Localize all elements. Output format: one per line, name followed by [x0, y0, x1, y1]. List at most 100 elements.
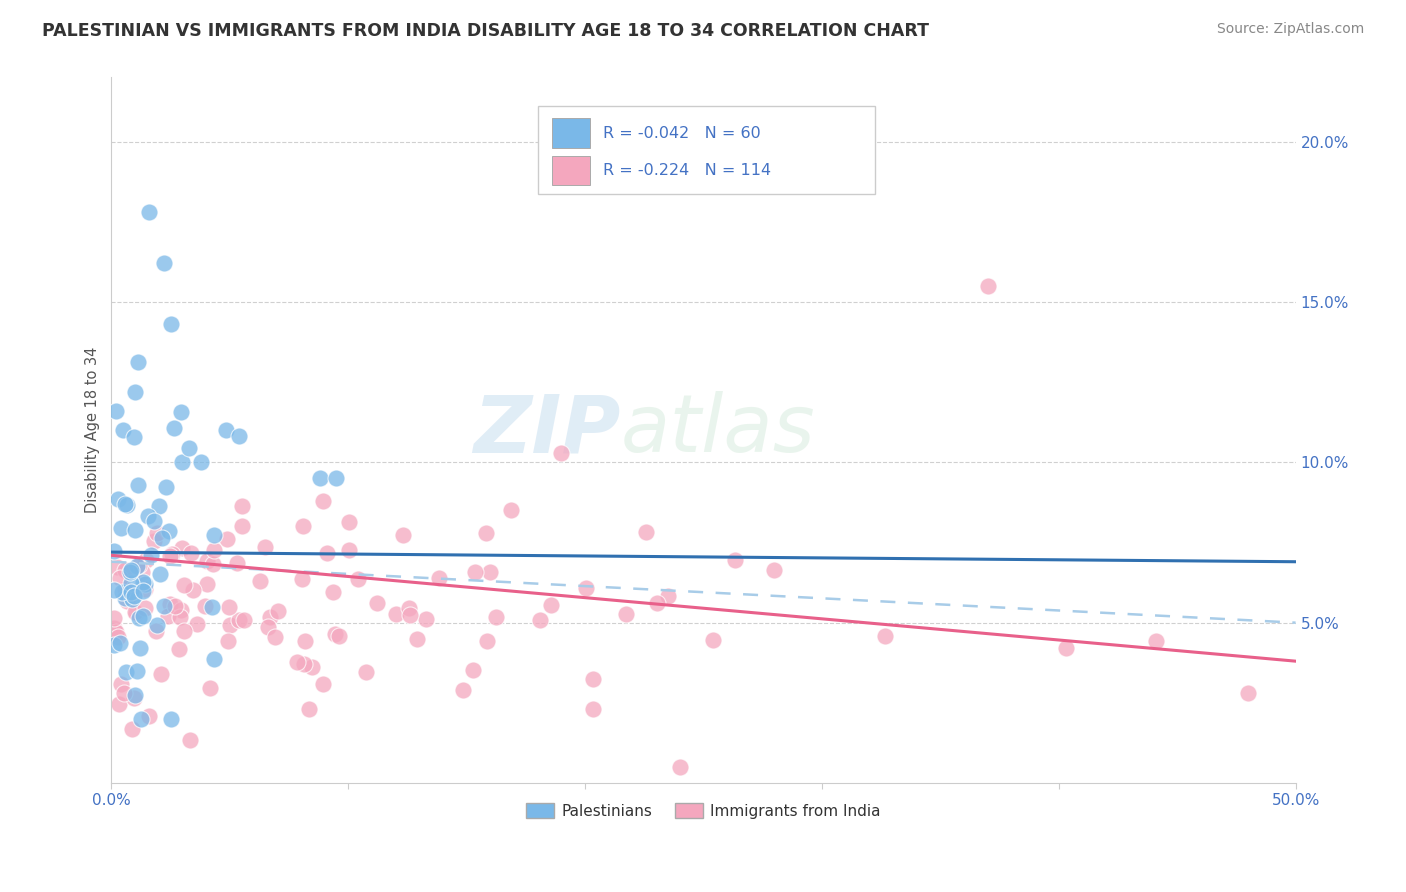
Point: [159, 318, 181, 332]
Point: [463, 663, 485, 677]
Point: [103, 620, 125, 634]
Point: [163, 420, 186, 434]
Point: [257, 620, 280, 634]
Point: [179, 732, 201, 747]
Point: [170, 405, 193, 419]
Point: [337, 543, 360, 558]
Point: [134, 582, 156, 596]
Point: [312, 677, 335, 691]
Point: [132, 583, 155, 598]
Text: R = -0.042   N = 60: R = -0.042 N = 60: [603, 126, 761, 141]
Point: [129, 712, 152, 726]
Point: [114, 582, 136, 597]
Point: [127, 477, 149, 491]
Point: [103, 583, 125, 598]
Point: [540, 599, 562, 613]
Point: [263, 630, 285, 644]
Point: [139, 548, 162, 562]
Point: [114, 497, 136, 511]
Point: [105, 625, 128, 640]
Point: [259, 609, 281, 624]
Point: [294, 633, 316, 648]
Point: [354, 665, 377, 680]
Point: [217, 634, 239, 648]
Point: [195, 576, 218, 591]
Point: [231, 499, 253, 513]
Point: [292, 657, 315, 672]
Point: [150, 531, 173, 545]
Point: [111, 585, 134, 599]
Point: [202, 528, 225, 542]
Point: [575, 581, 598, 595]
Point: [159, 549, 181, 563]
Point: [645, 596, 668, 610]
FancyBboxPatch shape: [537, 105, 875, 194]
Point: [115, 665, 138, 680]
Point: [215, 532, 238, 546]
Point: [325, 471, 347, 485]
Point: [702, 632, 724, 647]
Point: [451, 682, 474, 697]
Point: [132, 609, 155, 624]
Point: [724, 552, 747, 566]
Point: [316, 546, 339, 560]
Point: [194, 599, 217, 613]
Point: [128, 611, 150, 625]
Point: [485, 609, 508, 624]
Point: [167, 642, 190, 657]
Point: [145, 624, 167, 639]
Point: [122, 430, 145, 444]
Point: [103, 544, 125, 558]
Point: [228, 613, 250, 627]
Bar: [553, 156, 589, 186]
Point: [104, 403, 127, 417]
Point: [108, 697, 131, 711]
Point: [581, 672, 603, 686]
Point: [173, 624, 195, 638]
Point: [108, 635, 131, 649]
Point: [149, 566, 172, 581]
Point: [146, 618, 169, 632]
Point: [614, 607, 637, 621]
Text: atlas: atlas: [620, 392, 815, 469]
Point: [148, 499, 170, 513]
Point: [143, 514, 166, 528]
Point: [636, 525, 658, 540]
Point: [475, 633, 498, 648]
Point: [292, 519, 315, 533]
Point: [301, 659, 323, 673]
Point: [121, 722, 143, 736]
Point: [146, 526, 169, 541]
Point: [111, 423, 134, 437]
Point: [127, 355, 149, 369]
Point: [322, 584, 344, 599]
Point: [190, 455, 212, 469]
Point: [159, 712, 181, 726]
Point: [152, 256, 174, 270]
Point: [103, 611, 125, 625]
Legend: Palestinians, Immigrants from India: Palestinians, Immigrants from India: [520, 797, 887, 825]
Point: [120, 585, 142, 599]
Point: [173, 578, 195, 592]
Point: [669, 760, 692, 774]
Point: [169, 602, 191, 616]
Point: [134, 601, 156, 615]
Point: [202, 652, 225, 666]
Point: [122, 589, 145, 603]
Point: [291, 572, 314, 586]
Point: [201, 600, 224, 615]
Point: [1054, 641, 1077, 656]
Point: [129, 640, 152, 655]
Point: [107, 630, 129, 644]
Point: [124, 384, 146, 399]
Point: [131, 566, 153, 580]
Point: [136, 508, 159, 523]
Point: [138, 205, 160, 219]
Point: [657, 590, 679, 604]
Point: [117, 498, 139, 512]
Point: [160, 548, 183, 562]
Point: [429, 571, 451, 585]
Point: [107, 491, 129, 506]
Point: [219, 618, 242, 632]
Point: [405, 632, 427, 647]
